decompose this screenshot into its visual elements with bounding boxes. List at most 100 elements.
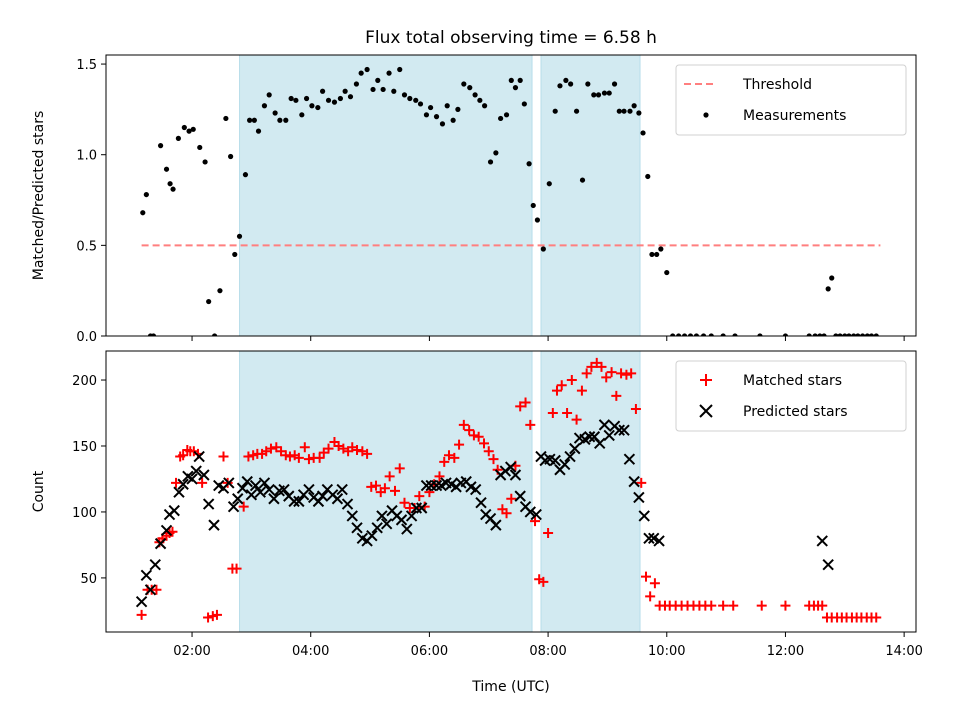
data-point [258, 477, 271, 489]
data-point [670, 333, 676, 336]
data-point [636, 110, 642, 116]
data-point [203, 612, 214, 623]
data-point [551, 385, 562, 396]
data-point [249, 479, 262, 492]
data-point [473, 431, 484, 442]
series-predicted-stars [135, 419, 834, 608]
data-point [254, 486, 266, 498]
data-point [241, 475, 253, 488]
data-point [177, 478, 189, 490]
data-point [720, 333, 726, 336]
data-point [316, 490, 329, 502]
data-point [601, 372, 612, 383]
data-point [568, 81, 574, 87]
data-point [581, 368, 592, 379]
y-axis-title: Matched/Predicted stars [31, 111, 47, 281]
data-point [732, 333, 738, 336]
data-point [562, 408, 573, 419]
data-point [353, 81, 360, 87]
y-tick-label: 0.0 [76, 330, 97, 345]
data-point [573, 108, 580, 114]
series-matched-stars [136, 357, 882, 623]
data-point [323, 443, 334, 454]
data-point [530, 202, 536, 209]
data-point [630, 404, 641, 415]
chart-title: Flux total observing time = 6.58 h [365, 28, 657, 48]
data-point [206, 298, 212, 305]
data-point [157, 143, 164, 149]
data-point [591, 92, 597, 98]
data-point [309, 103, 315, 109]
data-point [265, 443, 276, 454]
y-tick-label: 0.5 [76, 239, 97, 254]
y-tick-label: 1.5 [76, 58, 97, 73]
data-point [449, 452, 460, 463]
data-point [331, 493, 344, 505]
data-point [458, 419, 469, 430]
data-point [833, 333, 839, 336]
data-point [481, 103, 488, 109]
data-point [601, 90, 608, 96]
data-point [812, 333, 818, 336]
data-point [351, 522, 363, 534]
data-point [266, 92, 272, 98]
data-point [512, 85, 519, 91]
data-point [479, 438, 489, 449]
data-point [780, 600, 791, 611]
data-point [175, 135, 181, 141]
data-point [645, 173, 651, 180]
data-point [423, 112, 430, 118]
data-point [483, 446, 494, 457]
data-point [232, 493, 244, 505]
series-measurements [140, 66, 879, 336]
panel-data [140, 66, 881, 336]
data-point [342, 88, 348, 94]
data-point [430, 479, 443, 492]
data-point [653, 535, 665, 547]
data-point [151, 584, 162, 595]
data-point [571, 414, 582, 425]
legend-marker [700, 374, 712, 386]
data-point [616, 368, 627, 379]
data-point [433, 114, 440, 120]
data-point [314, 452, 325, 463]
legend: Matched stars Predicted stars [675, 360, 907, 432]
data-point [352, 444, 363, 455]
data-point [829, 275, 835, 281]
data-point [232, 251, 238, 258]
top-panel: 0.0 0.5 1.0 1.5 Matched/Predicted stars Thres… [31, 54, 917, 345]
data-point [825, 286, 831, 292]
data-point [868, 333, 875, 336]
x-axis-title: Time (UTC) [471, 679, 549, 695]
data-point [504, 461, 517, 473]
data-point [782, 333, 789, 336]
data-point [407, 95, 413, 102]
data-point [645, 591, 656, 602]
data-point [498, 115, 504, 122]
data-point [371, 480, 381, 491]
data-point [461, 81, 467, 87]
data-point [227, 500, 240, 513]
data-point [526, 161, 532, 167]
data-point [534, 217, 541, 223]
data-point [611, 81, 618, 87]
data-point [503, 112, 510, 118]
data-point [469, 483, 482, 496]
data-point [864, 333, 870, 336]
x-tick-label: 04:00 [292, 644, 329, 659]
data-point [384, 471, 395, 482]
data-point [293, 97, 299, 103]
data-point [514, 490, 526, 502]
data-point [420, 479, 433, 492]
data-point [277, 117, 283, 123]
data-point [413, 97, 419, 103]
data-point [140, 210, 146, 216]
data-point [414, 491, 425, 502]
data-point [163, 166, 170, 172]
data-point [319, 88, 326, 94]
data-point [654, 251, 660, 258]
data-point [538, 576, 549, 587]
data-point [272, 110, 278, 116]
data-point [299, 442, 310, 453]
